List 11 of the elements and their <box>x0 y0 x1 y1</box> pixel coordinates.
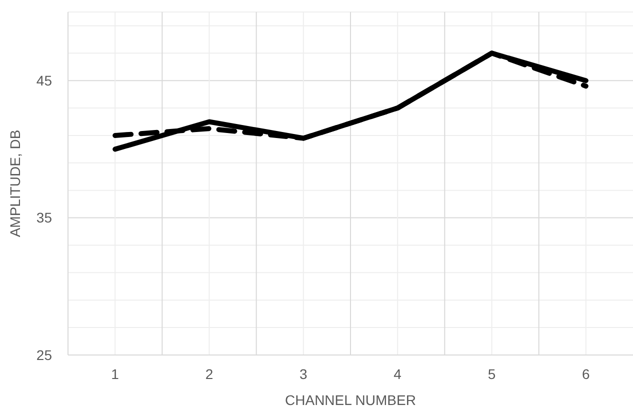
x-tick-label: 5 <box>488 366 496 382</box>
x-tick-label: 1 <box>111 366 120 382</box>
x-tick-label: 4 <box>394 366 402 382</box>
x-tick-label: 2 <box>205 366 214 382</box>
y-tick-label: 25 <box>36 346 52 363</box>
y-axis-title: AMPLITUDE, DB <box>7 130 23 238</box>
x-tick-label: 6 <box>582 366 590 382</box>
y-tick-label: 35 <box>36 210 52 226</box>
x-axis-title: CHANNEL NUMBER <box>285 392 416 408</box>
x-tick-label: 3 <box>300 366 308 382</box>
y-tick-label: 45 <box>36 72 52 88</box>
